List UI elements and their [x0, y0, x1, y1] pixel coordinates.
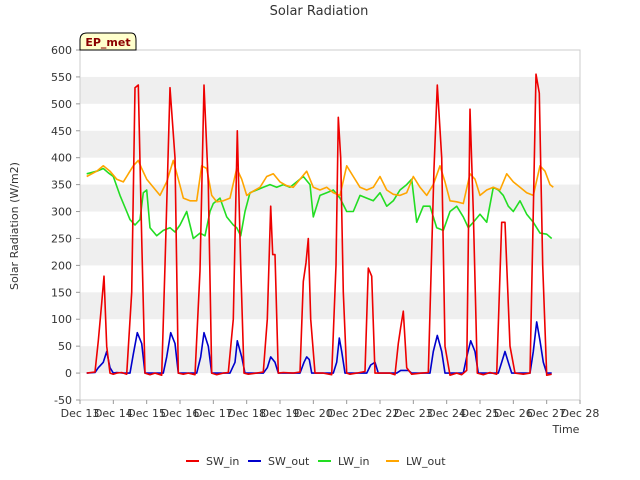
x-tick-label: Dec 18 — [227, 407, 266, 420]
y-tick-label: 250 — [51, 232, 72, 245]
legend-label: LW_out — [406, 455, 446, 468]
grid-bands — [80, 76, 580, 374]
x-tick-label: Dec 22 — [361, 407, 400, 420]
x-tick-label: Dec 26 — [494, 407, 533, 420]
y-axis: -50 0 50 100 150 200 250 300 350 400 450 500 550 600 — [51, 44, 80, 407]
grid-band — [80, 76, 580, 104]
x-tick-label: Dec 25 — [461, 407, 500, 420]
chart-title: Solar Radiation — [270, 4, 369, 19]
y-tick-label: 300 — [51, 206, 72, 219]
series-lines — [86, 73, 554, 377]
y-tick-label: 50 — [58, 340, 72, 353]
x-tick-label: Dec 15 — [127, 407, 166, 420]
x-tick-label: Dec 14 — [94, 407, 133, 420]
y-tick-label: 500 — [51, 98, 72, 111]
x-tick-label: Dec 28 — [561, 407, 600, 420]
series-line-lw-out — [86, 159, 554, 205]
legend-label: SW_out — [268, 455, 310, 468]
site-badge: EP_met — [79, 32, 137, 51]
y-tick-label: -50 — [54, 394, 72, 407]
y-tick-label: 600 — [51, 44, 72, 57]
grid-band — [80, 346, 580, 374]
y-tick-label: 100 — [51, 313, 72, 326]
x-tick-label: Dec 21 — [327, 407, 366, 420]
plot-area — [79, 49, 581, 401]
grid-band — [80, 130, 580, 158]
legend: SW_in SW_out LW_in LW_out — [186, 455, 446, 468]
legend-label: SW_in — [206, 455, 239, 468]
site-badge-label: EP_met — [85, 36, 130, 49]
x-tick-label: Dec 13 — [61, 407, 100, 420]
legend-label: LW_in — [338, 455, 370, 468]
y-tick-label: 450 — [51, 125, 72, 138]
x-tick-label: Dec 16 — [161, 407, 200, 420]
y-tick-label: 550 — [51, 71, 72, 84]
x-axis-title: Time — [552, 423, 580, 436]
site-badge-shape — [79, 32, 137, 51]
x-tick-label: Dec 24 — [427, 407, 466, 420]
y-tick-label: 200 — [51, 259, 72, 272]
x-tick-label: Dec 17 — [194, 407, 233, 420]
y-tick-label: 150 — [51, 286, 72, 299]
series-line-sw-in — [86, 73, 552, 377]
y-tick-label: 400 — [51, 152, 72, 165]
y-tick-label: 350 — [51, 179, 72, 192]
x-tick-label: Dec 23 — [394, 407, 433, 420]
grid-band — [80, 238, 580, 266]
x-tick-label: Dec 27 — [527, 407, 566, 420]
grid-band — [80, 292, 580, 320]
x-tick-label: Dec 19 — [261, 407, 300, 420]
y-axis-title: Solar Radiation (W/m2) — [8, 162, 21, 290]
y-tick-label: 0 — [65, 367, 72, 380]
x-tick-label: Dec 20 — [294, 407, 333, 420]
